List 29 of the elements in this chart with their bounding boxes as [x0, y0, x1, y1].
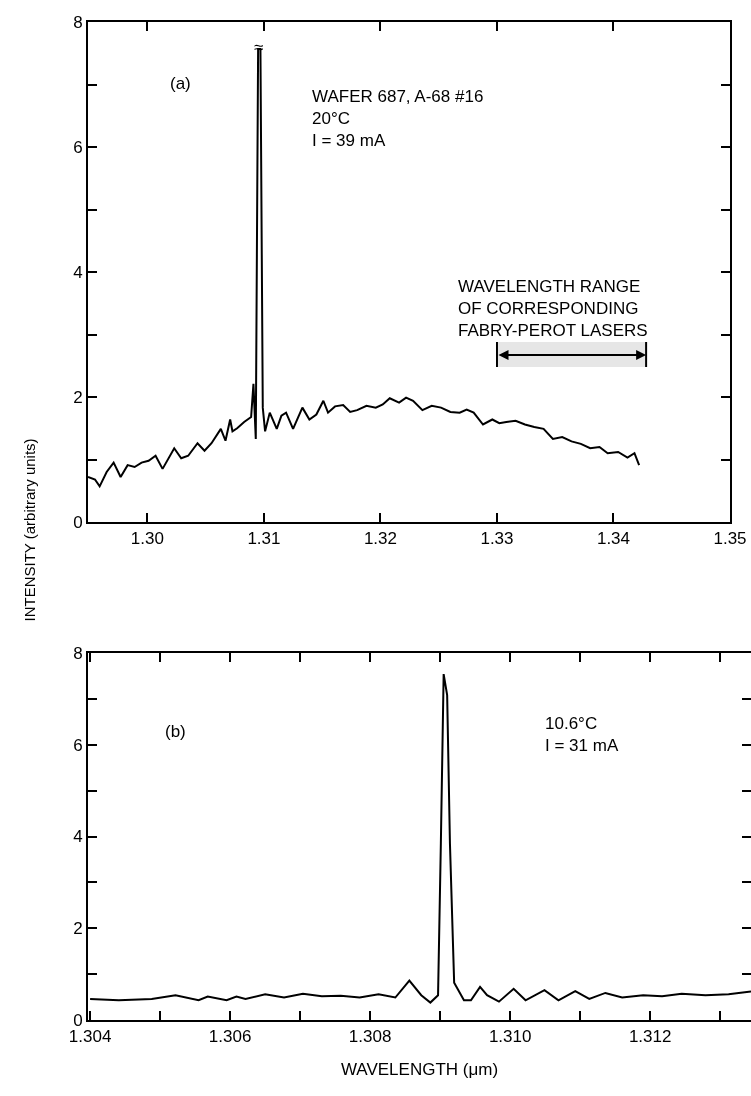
annotation: (b) — [165, 722, 186, 741]
x-tick-label: 1.34 — [596, 529, 631, 549]
y-tick-label: 2 — [73, 387, 83, 407]
y-tick-label: 8 — [73, 12, 83, 32]
y-tick-label: 2 — [73, 919, 83, 939]
annotation: (a) — [170, 74, 191, 93]
y-tick-label: 4 — [73, 827, 83, 847]
annotation: WAFER 687, A-68 #16 20°C I = 39 mA — [312, 87, 484, 151]
x-tick-label: 1.35 — [713, 529, 747, 549]
y-axis-title: INTENSITY (arbitrary units) — [20, 438, 38, 622]
band-label: WAVELENGTH RANGE OF CORRESPONDING FABRY-PEROT LASERS — [458, 277, 648, 341]
x-tick-label: 1.308 — [348, 1027, 392, 1047]
x-tick-label: 1.30 — [130, 529, 164, 549]
x-tick-label: 1.31 — [247, 529, 281, 549]
x-tick-label: 1.312 — [628, 1027, 672, 1047]
y-tick-label: 6 — [73, 735, 83, 755]
y-tick-label: 0 — [73, 1010, 83, 1030]
x-tick-label: 1.304 — [68, 1027, 112, 1047]
y-tick-label: 6 — [73, 137, 83, 157]
y-tick-label: 8 — [73, 643, 83, 663]
y-tick-label: 4 — [73, 262, 83, 282]
x-tick-label: 1.306 — [208, 1027, 252, 1047]
annotation: 10.6°C I = 31 mA — [545, 714, 619, 756]
x-tick-label: 1.310 — [488, 1027, 532, 1047]
y-tick-label: 0 — [73, 512, 83, 532]
x-axis-title: WAVELENGTH (μm) — [340, 1060, 499, 1080]
x-tick-label: 1.33 — [480, 529, 514, 549]
x-tick-label: 1.32 — [363, 529, 397, 549]
line-series — [89, 673, 751, 1004]
